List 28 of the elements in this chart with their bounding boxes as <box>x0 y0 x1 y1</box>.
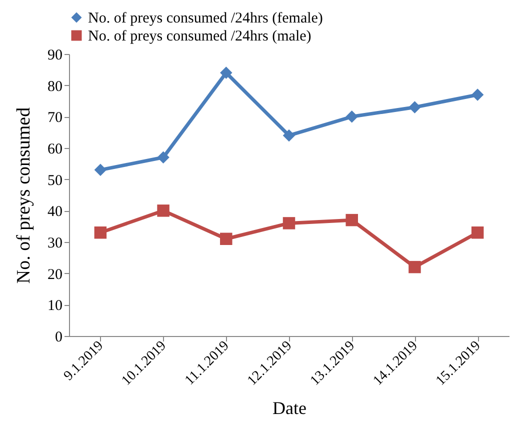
point <box>220 232 232 245</box>
point <box>408 101 421 114</box>
point <box>346 110 358 123</box>
point <box>157 204 170 217</box>
point <box>220 66 232 79</box>
point <box>282 217 296 230</box>
y-axis-title: No. of preys consumed <box>14 106 34 284</box>
y-tick-label: 40 <box>48 204 62 220</box>
y-tick-label: 60 <box>48 142 62 158</box>
point <box>94 164 107 176</box>
point <box>94 226 107 239</box>
point <box>346 214 358 226</box>
point <box>471 226 484 239</box>
y-tick-label: 0 <box>55 330 62 346</box>
point <box>471 88 484 101</box>
y-tick-label: 10 <box>48 298 62 314</box>
legend-label: No. of preys consumed /24hrs (female) <box>88 10 323 26</box>
y-tick-label: 20 <box>48 266 62 283</box>
x-axis-title: Date <box>272 398 306 418</box>
y-tick-label: 30 <box>48 236 62 252</box>
legend-label: No. of preys consumed /24hrs (male) <box>88 28 312 44</box>
point <box>157 151 170 164</box>
y-tick-label: 50 <box>48 172 62 189</box>
y-tick-label: 80 <box>48 78 62 95</box>
y-tick-label: 90 <box>48 48 62 64</box>
point <box>282 129 296 142</box>
point <box>408 260 421 274</box>
y-tick-label: 70 <box>48 110 62 126</box>
